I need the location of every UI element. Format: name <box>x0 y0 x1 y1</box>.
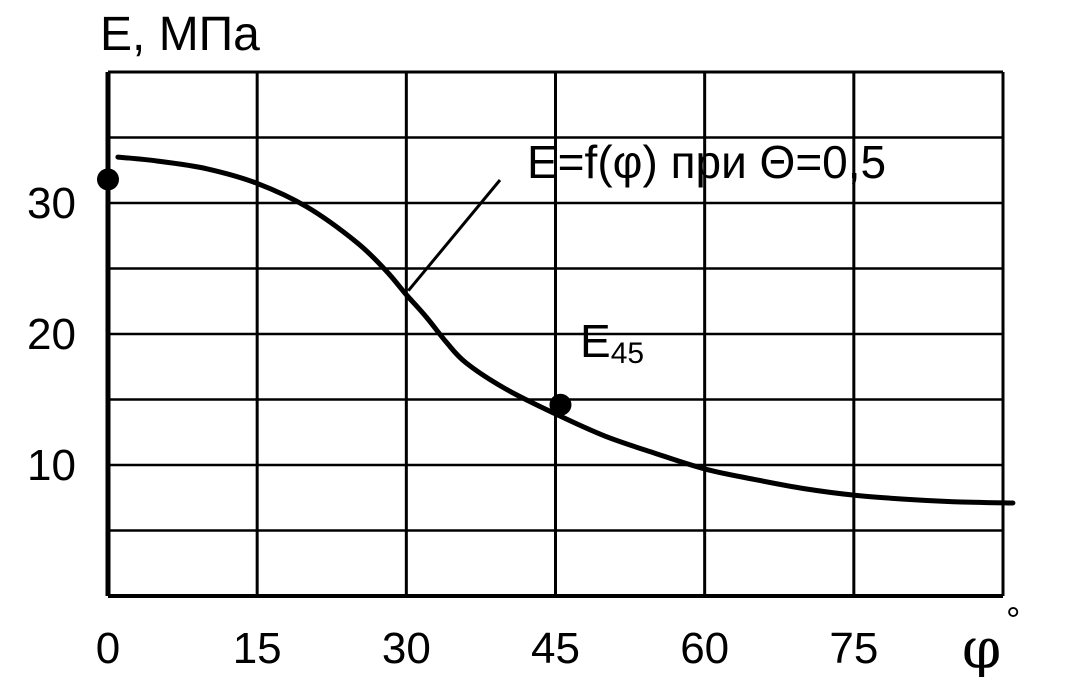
x-tick-label: 60 <box>680 624 729 673</box>
data-point <box>549 393 572 416</box>
y-tick-label: 10 <box>27 441 76 490</box>
x-tick-label: 0 <box>96 624 120 673</box>
series <box>115 154 1016 506</box>
x-tick-label: 30 <box>382 624 431 673</box>
axes <box>105 70 1005 598</box>
x-axis-unit: ° <box>1006 599 1020 640</box>
point-label-subscript: 45 <box>611 337 644 370</box>
markers <box>97 168 572 416</box>
data-point <box>97 168 119 191</box>
annotation-label: E=f(φ) при Θ=0,5 <box>527 136 886 188</box>
point-label-e45: E45 <box>580 315 644 370</box>
x-tick-label: 45 <box>531 624 580 673</box>
y-tick-label: 20 <box>27 310 76 359</box>
curve-annotation: E=f(φ) при Θ=0,5 <box>407 136 886 292</box>
x-tick-label: 15 <box>233 624 282 673</box>
tick-labels: 0 15 30 45 60 75 10 20 30 <box>27 179 878 673</box>
x-axis-symbol: φ <box>962 617 1001 677</box>
y-axis-title: E, МПа <box>100 8 260 61</box>
y-tick-label: 30 <box>27 179 76 228</box>
point-label-main: E <box>580 315 611 367</box>
annotation-leader-line <box>407 179 502 292</box>
series-line <box>115 154 1016 506</box>
x-tick-label: 75 <box>829 624 878 673</box>
x-axis-title: φ ° <box>962 599 1020 677</box>
